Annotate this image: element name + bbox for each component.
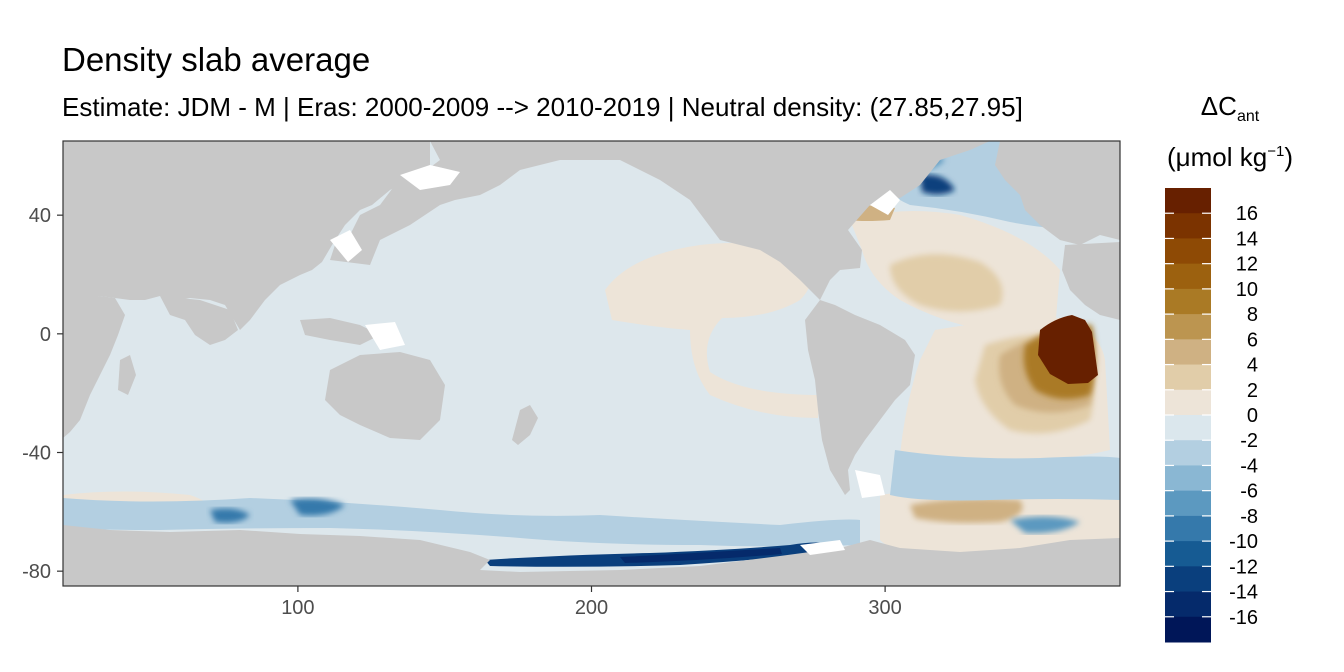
legend-tick-label: -2 (1240, 430, 1258, 452)
legend-tick-label: 4 (1247, 355, 1258, 377)
legend-color-step (1165, 440, 1211, 466)
y-axis: 40 0 -40 -80 (22, 205, 63, 583)
legend-tick-label: 16 (1236, 203, 1258, 225)
legend-tick-label: -14 (1229, 582, 1258, 604)
legend-title-symbol: ΔC (1200, 91, 1237, 121)
no-data-north-pacific-coast (330, 230, 362, 262)
legend-tick-label: 0 (1247, 405, 1258, 427)
legend-color-step (1165, 188, 1211, 214)
x-tick-label: 100 (281, 597, 314, 619)
weddell-negative-blob (1010, 516, 1080, 534)
x-axis: 100 200 300 (281, 586, 902, 619)
ross-sea-minimum-core (620, 548, 782, 563)
land-south-america (805, 300, 915, 495)
legend-tick-label: -10 (1229, 531, 1258, 553)
land-indonesia (300, 318, 380, 345)
indian-southern-negative-blob (210, 508, 250, 523)
land-arabia-india (160, 296, 238, 345)
legend-tick-label: 6 (1247, 329, 1258, 351)
land-africa-east (63, 296, 125, 438)
legend-color-step (1165, 364, 1211, 391)
legend-color-step (1165, 314, 1211, 340)
east-atlantic-maximum-patch (1038, 315, 1098, 384)
legend-color-step (1165, 288, 1211, 315)
legend-color-step (1165, 616, 1211, 643)
legend-color-step (1165, 389, 1211, 416)
southern-ocean-negative-band (63, 498, 860, 547)
ross-sea-negative-band (485, 542, 835, 567)
indian-southern-negative-blob-2 (290, 498, 345, 516)
south-atlantic-negative-band (890, 450, 1120, 501)
x-tick-label: 300 (868, 597, 901, 619)
legend-tick-label: -4 (1240, 455, 1258, 477)
legend-title-variable: ΔCant (1150, 90, 1310, 133)
legend-tick-label: -8 (1240, 506, 1258, 528)
land-antarctica (63, 525, 1120, 586)
y-tick-label: -40 (22, 443, 51, 465)
no-data-indonesia-shelf (365, 322, 405, 350)
legend-color-step (1165, 213, 1211, 239)
land-australia (325, 352, 445, 440)
legend-ticks: 16 14 12 10 8 6 4 2 0 -2 -4 -6 -8 -10 -12 -14 -16 (1165, 203, 1258, 629)
plot-subtitle: Estimate: JDM - M | Eras: 2000-2009 --> … (62, 92, 1023, 122)
legend-tick-label: -12 (1229, 556, 1258, 578)
land-eurasia-east (63, 141, 430, 330)
legend-tick-label: 10 (1236, 279, 1258, 301)
legend-unit-superscript: −1 (1267, 143, 1285, 160)
legend-title-subscript: ant (1236, 108, 1260, 125)
land-europe (995, 141, 1120, 245)
legend-color-step (1165, 415, 1211, 441)
legend-unit-prefix: (μmol kg (1167, 142, 1268, 172)
legend-color-step (1165, 490, 1211, 517)
legend-color-step (1165, 339, 1211, 366)
no-data-bering (400, 165, 460, 190)
atlantic-ring-positive-patch (890, 254, 1003, 312)
map-panel (63, 141, 1120, 586)
land-greenland (840, 141, 890, 190)
legend-title-unit: (μmol kg−1) (1150, 136, 1310, 173)
legend-tick-label: 14 (1236, 228, 1258, 250)
no-data-ross-shelf (800, 540, 845, 555)
legend-tick-label: 8 (1247, 304, 1258, 326)
no-data-north-atlantic (870, 190, 900, 215)
legend-color-step (1165, 263, 1211, 290)
legend-unit-suffix: ) (1284, 142, 1293, 172)
legend-color-step (1165, 515, 1211, 542)
legend-color-step (1165, 566, 1211, 593)
legend-color-step (1165, 465, 1211, 492)
legend-tick-label: -16 (1229, 607, 1258, 629)
south-of-africa-positive-patch-2 (910, 498, 1023, 523)
y-tick-label: -80 (22, 561, 51, 583)
land-layer (63, 141, 1120, 586)
land-africa-west (1062, 242, 1120, 320)
legend-tick-label: 12 (1236, 254, 1258, 276)
x-tick-label: 200 (575, 597, 608, 619)
no-data-south-atlantic-shelf (855, 470, 885, 498)
y-tick-label: 40 (29, 205, 51, 227)
legend-color-step (1165, 238, 1211, 265)
land-new-zealand (512, 405, 538, 445)
land-north-america (63, 141, 990, 300)
legend-color-step (1165, 591, 1211, 618)
norwegian-sea-negative-blob (920, 174, 955, 195)
legend-tick-label: 2 (1247, 380, 1258, 402)
no-data-layer (330, 165, 900, 555)
land-madagascar (118, 355, 136, 395)
plot-title: Density slab average (62, 41, 371, 78)
legend-color-step (1165, 541, 1211, 567)
legend-colorbar (1165, 188, 1211, 643)
y-tick-label: 0 (40, 324, 51, 346)
legend-tick-label: -6 (1240, 481, 1258, 503)
east-pacific-positive-patch (605, 243, 820, 418)
